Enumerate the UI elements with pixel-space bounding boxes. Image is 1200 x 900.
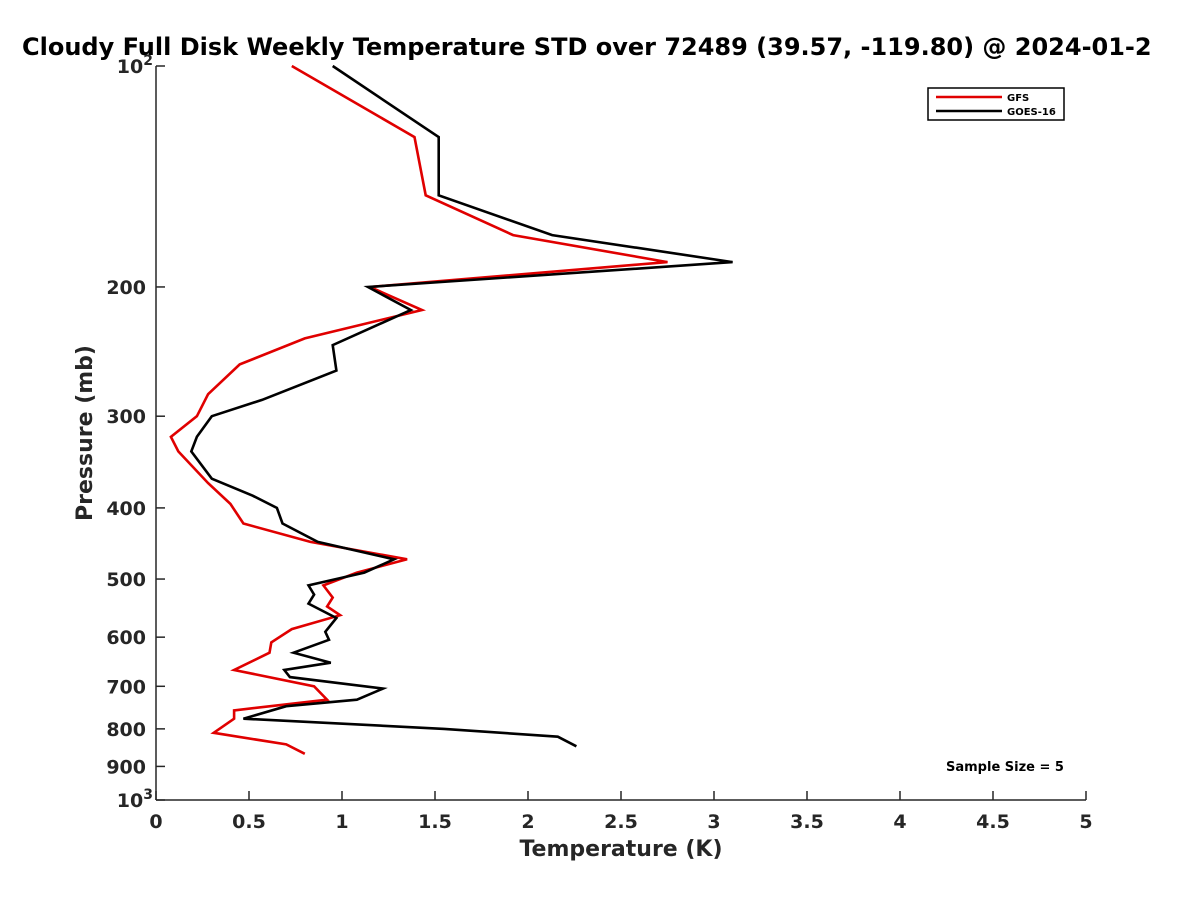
x-tick-label: 4 — [893, 811, 906, 833]
y-tick-label: 800 — [106, 719, 146, 741]
y-tick-label: 700 — [106, 676, 146, 698]
sample-size-annotation: Sample Size = 5 — [946, 760, 1064, 775]
axes — [155, 66, 1086, 801]
chart-title: Cloudy Full Disk Weekly Temperature STD … — [22, 33, 1152, 61]
y-axis-label: Pressure (mb) — [73, 345, 98, 521]
y-ticks: 102 200 300 400 500 600 700 800 900 103 — [106, 53, 165, 812]
x-ticks: 0 0.5 1 1.5 2 2.5 3 3.5 4 4.5 5 — [149, 791, 1093, 833]
legend-label-gfs: GFS — [1007, 93, 1029, 104]
x-tick-label: 3.5 — [790, 811, 824, 833]
legend-label-goes-16: GOES-16 — [1007, 107, 1056, 118]
x-tick-label: 4.5 — [976, 811, 1010, 833]
y-tick-label: 300 — [106, 406, 146, 428]
x-axis-label: Temperature (K) — [519, 837, 722, 862]
x-tick-label: 2.5 — [604, 811, 638, 833]
x-tick-label: 1.5 — [418, 811, 452, 833]
x-tick-label: 2 — [521, 811, 534, 833]
series-line-gfs — [169, 64, 668, 755]
x-tick-label: 0 — [149, 811, 162, 833]
y-tick-label: 200 — [106, 277, 146, 299]
y-tick-label: 103 — [117, 787, 153, 812]
y-tick-label: 900 — [106, 756, 146, 778]
x-tick-label: 3 — [707, 811, 720, 833]
legend: GFS GOES-16 — [927, 87, 1065, 121]
x-tick-label: 0.5 — [232, 811, 266, 833]
legend-box — [927, 87, 1065, 121]
y-tick-label: 600 — [106, 627, 146, 649]
y-tick-label: 400 — [106, 498, 146, 520]
x-tick-label: 1 — [335, 811, 348, 833]
series-line-goes-16 — [189, 64, 733, 748]
series-layer — [169, 64, 733, 755]
x-tick-label: 5 — [1079, 811, 1092, 833]
y-tick-label: 102 — [117, 53, 153, 78]
y-tick-label: 500 — [106, 569, 146, 591]
